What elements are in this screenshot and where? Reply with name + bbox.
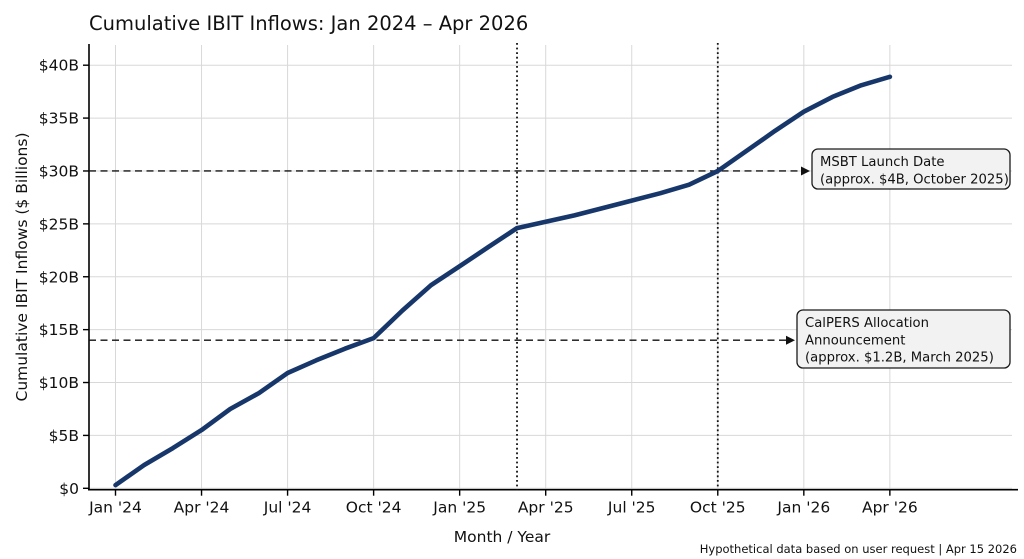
y-tick-label: $35B bbox=[39, 110, 79, 128]
y-tick-label: $15B bbox=[39, 321, 79, 339]
x-tick-label: Oct '24 bbox=[346, 499, 402, 517]
annotation-text-line: Announcement bbox=[805, 333, 905, 348]
x-tick-label: Jan '24 bbox=[88, 499, 142, 517]
x-tick-label: Apr '25 bbox=[518, 499, 574, 517]
annotation-text-line: CalPERS Allocation bbox=[805, 316, 929, 331]
x-tick-label: Oct '25 bbox=[690, 499, 746, 517]
x-axis-label: Month / Year bbox=[453, 528, 551, 546]
y-tick-label: $5B bbox=[49, 427, 79, 445]
annotation-box bbox=[811, 148, 1011, 190]
annotation-arrowhead bbox=[786, 335, 795, 345]
inflows-line-series bbox=[113, 74, 893, 488]
y-tick-label: $30B bbox=[39, 162, 79, 180]
y-axis-label: Cumulative IBIT Inflows ($ Billions) bbox=[13, 132, 31, 402]
footer-note: Hypothetical data based on user request … bbox=[699, 542, 1017, 556]
gridlines bbox=[89, 45, 1012, 490]
annotation-msbt: MSBT Launch Date (approx. $4B, October 20… bbox=[811, 148, 1011, 190]
x-tick-label: Jul '24 bbox=[263, 499, 312, 517]
tick-marks bbox=[83, 64, 891, 496]
annotation-box bbox=[796, 309, 1011, 369]
annotation-text-line: (approx. $4B, October 2025) bbox=[820, 172, 1009, 187]
y-tick-label: $10B bbox=[39, 374, 79, 392]
x-tick-label: Jul '25 bbox=[607, 499, 656, 517]
annotation-arrowhead bbox=[801, 166, 810, 176]
annotation-text-line: (approx. $1.2B, March 2025) bbox=[805, 351, 994, 366]
y-tick-label: $0 bbox=[59, 480, 79, 498]
chart-title: Cumulative IBIT Inflows: Jan 2024 – Apr … bbox=[89, 12, 529, 35]
x-tick-label: Jan '25 bbox=[432, 499, 486, 517]
y-tick-label: $25B bbox=[39, 215, 79, 233]
x-tick-label: Apr '26 bbox=[862, 499, 918, 517]
annotation-calpers: CalPERS Allocation Announcement (approx. $… bbox=[796, 309, 1011, 369]
x-tick-label: Apr '24 bbox=[174, 499, 230, 517]
y-tick-label: $20B bbox=[39, 268, 79, 286]
x-tick-label: Jan '26 bbox=[776, 499, 830, 517]
annotation-text-line: MSBT Launch Date bbox=[820, 155, 945, 170]
y-tick-label: $40B bbox=[39, 57, 79, 75]
